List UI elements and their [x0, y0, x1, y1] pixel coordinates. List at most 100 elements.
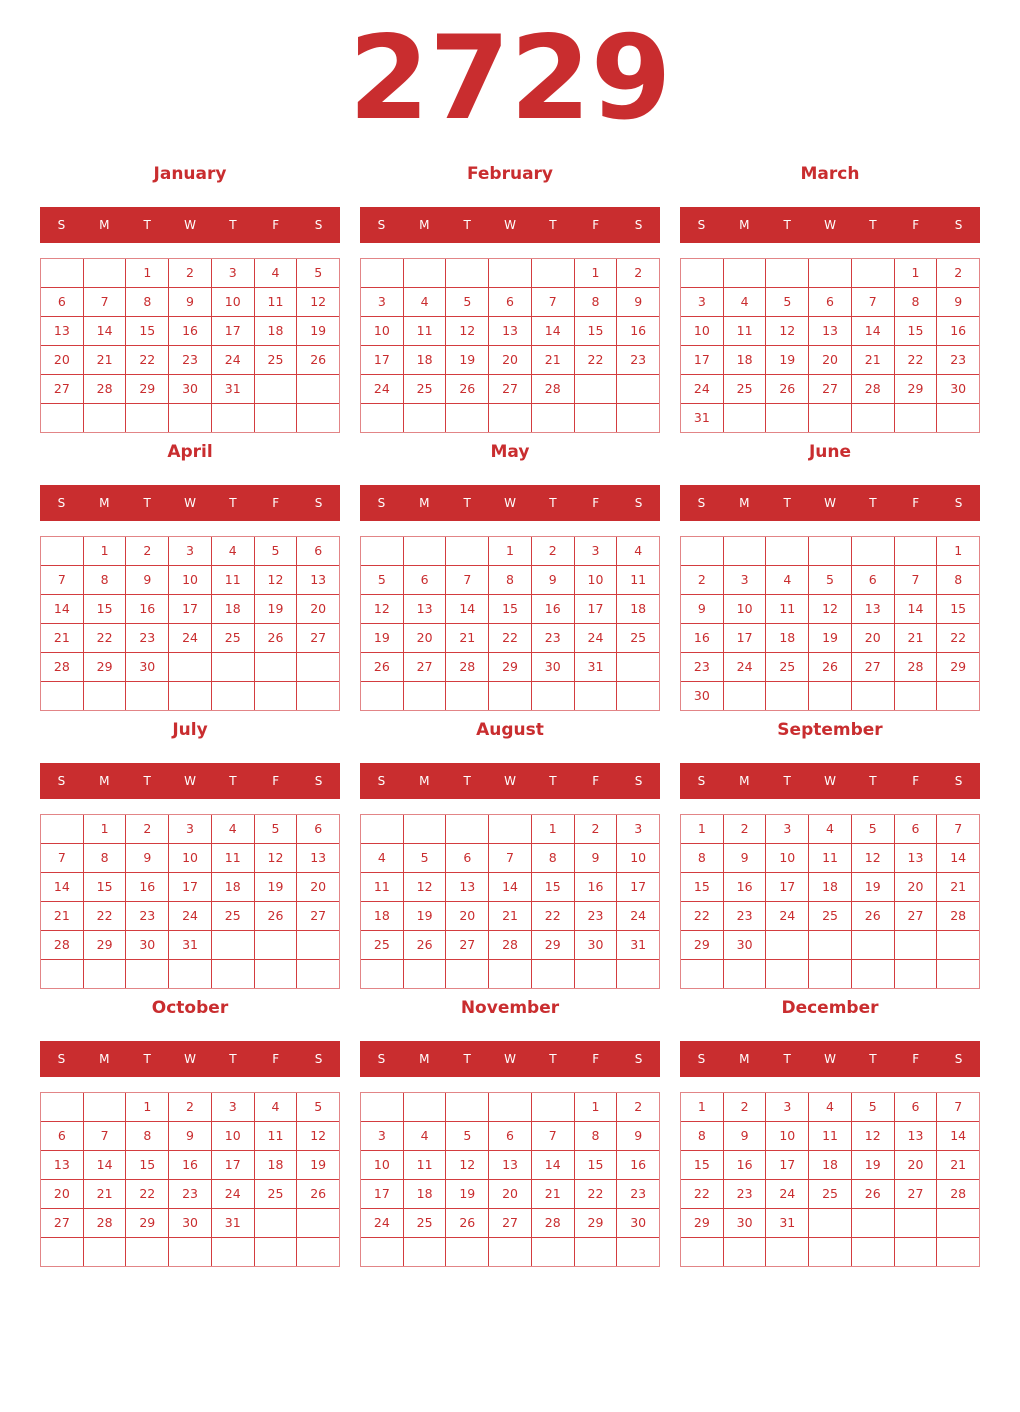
day-cell: 23 [936, 346, 979, 374]
empty-cell [893, 1209, 937, 1237]
day-cell: 19 [765, 346, 808, 374]
day-cell: 13 [488, 1151, 531, 1179]
week-row: 18 19 20 21 22 23 24 [361, 901, 659, 930]
day-cell: 8 [125, 288, 168, 316]
day-cell: 27 [296, 624, 339, 652]
week-row: 27 28 29 30 31 [41, 374, 339, 403]
day-cell: 17 [573, 595, 617, 623]
empty-cell [936, 1209, 979, 1237]
day-cell: 28 [82, 375, 126, 403]
day-cell: 29 [530, 931, 574, 959]
day-cell: 14 [53, 601, 70, 616]
day-cell: 15 [125, 1151, 168, 1179]
day-cell: 5 [445, 288, 488, 316]
day-grid: 1 2 3 4 5 6 7 8 9 10 11 12 13 14 15 16 17 18 19 20 21 22 23 24 2… [360, 814, 660, 989]
week-row: 21 22 23 24 25 26 27 [41, 901, 339, 930]
week-row: 17 18 19 20 21 22 23 [361, 1179, 659, 1208]
weekday-label: M [739, 774, 750, 788]
day-cell: 19 [296, 1151, 339, 1179]
empty-cell [488, 404, 531, 432]
week-row: 10 11 12 13 14 15 16 [361, 1150, 659, 1179]
day-cell: 21 [53, 630, 70, 645]
week-row: 8 9 10 11 12 13 14 [681, 1121, 979, 1150]
day-cell: 26 [253, 624, 297, 652]
empty-cell [722, 1238, 766, 1266]
day-cell: 27 [893, 1180, 937, 1208]
day-cell: 9 [722, 844, 766, 872]
day-cell: 1 [82, 815, 126, 843]
week-row: 29 30 31 [681, 1208, 979, 1237]
day-cell: 16 [168, 1151, 211, 1179]
empty-cell [573, 960, 617, 988]
empty-cell [573, 375, 617, 403]
day-cell: 19 [850, 1151, 894, 1179]
empty-cell [488, 960, 531, 988]
week-row: 22 23 24 25 26 27 28 [681, 901, 979, 930]
day-cell: 28 [530, 375, 574, 403]
empty-cell [82, 404, 126, 432]
day-cell: 8 [573, 288, 617, 316]
day-cell: 28 [82, 1209, 126, 1237]
day-cell: 10 [168, 566, 211, 594]
day-cell: 12 [445, 317, 488, 345]
empty-cell [253, 375, 297, 403]
empty-cell [936, 960, 979, 988]
empty-cell [445, 537, 488, 565]
day-cell: 5 [377, 572, 386, 587]
day-cell: 26 [253, 902, 297, 930]
month-title: October [151, 998, 229, 1018]
day-cell: 1 [488, 537, 531, 565]
day-cell: 24 [693, 381, 710, 396]
empty-cell [296, 960, 339, 988]
empty-cell [296, 404, 339, 432]
empty-cell [573, 682, 617, 710]
day-cell: 6 [808, 288, 851, 316]
day-cell: 11 [373, 879, 390, 894]
empty-cell [722, 682, 766, 710]
empty-cell [893, 1238, 937, 1266]
day-cell: 25 [373, 937, 390, 952]
day-cell: 19 [296, 317, 339, 345]
day-cell: 6 [57, 294, 66, 309]
day-cell: 17 [168, 873, 211, 901]
month-title: August [476, 720, 544, 740]
day-cell: 8 [125, 1122, 168, 1150]
empty-cell [850, 1209, 894, 1237]
day-cell: 10 [693, 323, 710, 338]
day-cell: 17 [373, 1186, 390, 1201]
week-row: 28 29 30 [41, 652, 339, 681]
day-cell: 17 [616, 873, 659, 901]
day-cell: 25 [616, 624, 659, 652]
week-row: 13 14 15 16 17 18 19 [41, 316, 339, 345]
weekday-label: S [954, 1052, 963, 1066]
empty-cell [573, 1238, 617, 1266]
weekday-label: S [57, 496, 66, 510]
weekday-label: S [697, 218, 706, 232]
day-cell: 19 [808, 624, 851, 652]
day-cell: 15 [573, 1151, 617, 1179]
day-cell: 5 [850, 815, 894, 843]
weekday-label: S [954, 774, 963, 788]
empty-cell [41, 259, 83, 287]
day-cell: 7 [445, 566, 488, 594]
day-cell: 1 [530, 815, 574, 843]
week-row: 10 11 12 13 14 15 16 [681, 316, 979, 345]
empty-cell [616, 404, 659, 432]
day-cell: 2 [530, 537, 574, 565]
day-cell: 12 [850, 1122, 894, 1150]
day-cell: 7 [850, 288, 894, 316]
day-cell: 14 [82, 1151, 126, 1179]
empty-cell [445, 404, 488, 432]
day-cell: 8 [573, 1122, 617, 1150]
day-cell: 29 [693, 1215, 710, 1230]
day-cell: 14 [850, 317, 894, 345]
day-cell: 24 [168, 624, 211, 652]
day-cell: 4 [402, 288, 446, 316]
weekday-label: M [739, 218, 750, 232]
empty-cell [210, 404, 254, 432]
